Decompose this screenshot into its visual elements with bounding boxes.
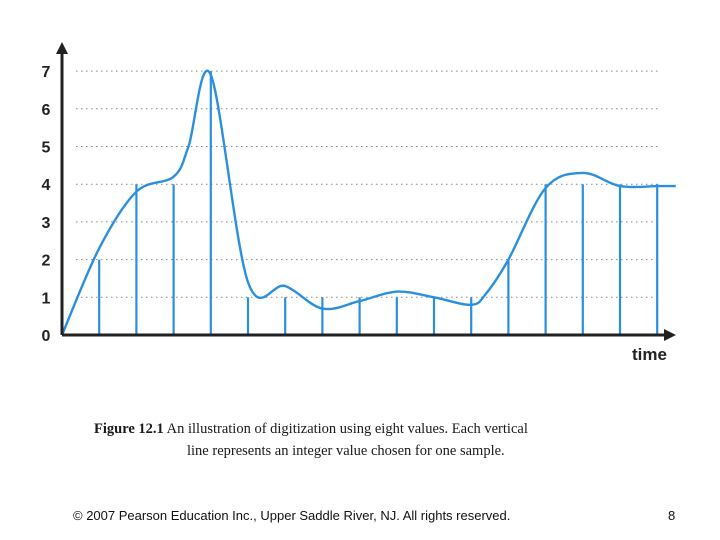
y-tick-label-1: 1 [42, 290, 51, 307]
figure-number: Figure 12.1 [94, 421, 164, 437]
x-axis-label: time [632, 345, 667, 364]
y-tick-label-5: 5 [42, 140, 51, 157]
axes [56, 42, 676, 341]
y-tick-label-4: 4 [42, 177, 51, 194]
page-number: 8 [668, 508, 676, 523]
slide-footer: © 2007 Pearson Education Inc., Upper Sad… [0, 508, 720, 528]
grid-lines [76, 70, 660, 298]
copyright-notice: © 2007 Pearson Education Inc., Upper Sad… [73, 508, 511, 523]
caption-line-1: An illustration of digitization using ei… [166, 421, 528, 437]
y-axis-arrow [56, 42, 68, 54]
y-tick-label-2: 2 [42, 253, 51, 270]
y-tick-labels: 0 1 2 3 4 5 6 7 [42, 64, 51, 345]
figure-caption: Figure 12.1 An illustration of digitizat… [94, 418, 654, 462]
signal-curve [60, 69, 676, 336]
y-tick-label-7: 7 [42, 64, 51, 81]
y-tick-label-3: 3 [42, 215, 51, 232]
sample-lines [98, 71, 659, 335]
caption-line-2: line represents an integer value chosen … [187, 443, 505, 459]
x-axis-arrow [664, 329, 676, 341]
y-tick-label-0: 0 [42, 328, 51, 345]
digitization-chart: 0 1 2 3 4 5 6 7 time [42, 42, 676, 364]
y-tick-label-6: 6 [42, 102, 51, 119]
